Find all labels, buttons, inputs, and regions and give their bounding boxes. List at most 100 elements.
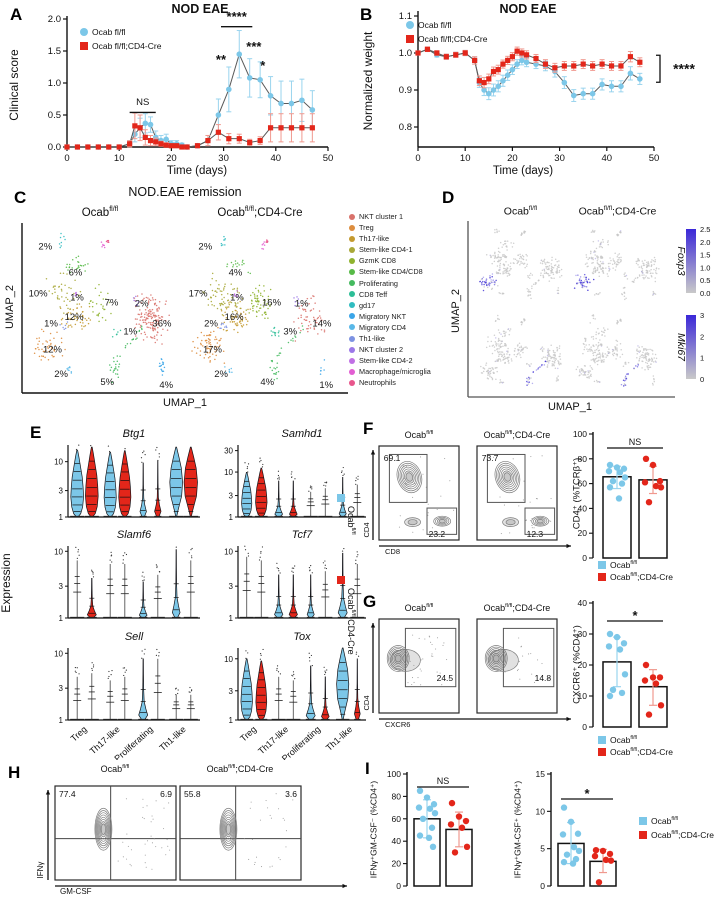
legend-swatch-blue	[80, 28, 88, 36]
svg-text:IFNγ: IFNγ	[36, 862, 45, 879]
cluster-legend-item: Stem-like CD4-2	[349, 355, 431, 366]
flow-title-ocab: Ocabfl/fl	[100, 764, 130, 774]
svg-text:10: 10	[224, 547, 233, 556]
svg-text:1.0: 1.0	[399, 48, 412, 59]
svg-text:Th1-like: Th1-like	[324, 724, 354, 753]
svg-text:GM-CSF: GM-CSF	[60, 887, 92, 896]
cluster-color-dot	[349, 246, 355, 253]
panel-f: 69.1 23.2 73.7 12.3 CD4 CD8 0 20 40 60 80 100 NS F O…	[355, 418, 715, 585]
cluster-color-dot	[349, 235, 355, 242]
svg-text:****: ****	[227, 9, 248, 24]
svg-text:Samhd1: Samhd1	[282, 428, 323, 440]
flow-cd4-cd8: 69.1 23.2 73.7 12.3 CD4 CD8 0 20 40 60 80 100 NS	[362, 429, 668, 563]
svg-text:1: 1	[229, 614, 234, 623]
panel-g-bar-ylabel: CXCR6⁺ (%CD4⁺)	[571, 625, 583, 704]
svg-text:100: 100	[573, 429, 587, 439]
svg-text:10: 10	[224, 655, 233, 664]
svg-text:3: 3	[229, 492, 234, 501]
cluster-legend-item: CD8 Teff	[349, 289, 431, 300]
cluster-legend-item: Macrophage/microglia	[349, 366, 431, 377]
svg-text:1: 1	[229, 716, 234, 725]
panel-f-label: F	[363, 419, 374, 438]
cluster-legend-item: gd17	[349, 300, 431, 311]
svg-text:10: 10	[114, 153, 125, 164]
legend-item-ocab: Ocab fl/fl	[80, 27, 126, 37]
svg-text:2%: 2%	[54, 369, 68, 380]
panel-e-label: E	[30, 423, 42, 442]
svg-text:30: 30	[218, 153, 229, 164]
cluster-color-dot	[349, 313, 355, 320]
panel-g: 24.5 14.8 CD4 CXCR6 0 10 20 30 40 * G Ocabfl/fl O…	[355, 585, 715, 760]
panel-a-xlabel: Time (days)	[166, 165, 228, 177]
umap-plot: 2%4%17% 1%16%16% 1%14%2%3%17%2%4% 1%	[189, 235, 334, 391]
svg-text:0: 0	[540, 881, 545, 891]
svg-text:0: 0	[64, 153, 69, 164]
violin-plots: Btg1 1 3 10 Samhd1 1 3 10 30 Slamf6 1 3 10 Tcf7 1 3 10 Se…	[54, 428, 366, 760]
panel-i-label: I	[365, 759, 370, 778]
svg-text:77.4: 77.4	[59, 789, 76, 799]
svg-text:1: 1	[59, 513, 64, 522]
flow-title-cre: Ocabfl/fl;CD4-Cre	[483, 603, 551, 613]
panel-b-title: NOD EAE	[499, 2, 557, 16]
svg-text:Th1-like: Th1-like	[157, 724, 187, 753]
svg-text:23.2: 23.2	[429, 529, 446, 539]
panel-d-label: D	[442, 188, 455, 207]
svg-text:Mki67: Mki67	[675, 333, 687, 362]
flow-ifng-gmcsf: 77.4 6.9 55.8 3.6 IFNγ GM-CSF	[36, 785, 347, 896]
umap-plot	[573, 229, 660, 301]
legend-item-cre: Ocabfl/fl;CD4-Cre	[639, 830, 714, 840]
legend-swatch-red	[598, 573, 606, 581]
svg-text:30: 30	[578, 629, 588, 639]
legend-label: Ocabfl/fl;CD4-Cre	[651, 830, 714, 840]
svg-text:1: 1	[229, 513, 234, 522]
svg-text:Sell: Sell	[125, 631, 144, 643]
svg-text:12.3: 12.3	[527, 529, 544, 539]
svg-text:3: 3	[229, 582, 234, 591]
panel-c: 2% 6% 10% 1% 12% 7% 2% 36% 1% 1% 12% 2% 5% 4% 2% 4% 17% 1…	[0, 185, 445, 418]
legend-label: Ocabfl/fl	[651, 816, 679, 826]
legend-label: Ocab fl/fl;CD4-Cre	[418, 34, 488, 44]
umap-plot	[575, 314, 658, 387]
svg-text:2%: 2%	[214, 369, 228, 380]
flow-title-ocab: Ocabfl/fl	[404, 603, 434, 613]
group-title-ocab: Ocabfl/fl	[503, 205, 538, 218]
legend-label: Ocab fl/fl;CD4-Cre	[92, 41, 162, 51]
svg-text:1%: 1%	[123, 327, 137, 338]
svg-text:**: **	[216, 52, 227, 67]
umap-plot: 2%6%10% 1%12%7% 2%36%1%1%12%2%5% 4%	[29, 232, 174, 391]
svg-text:Tcf7: Tcf7	[292, 529, 313, 541]
cluster-legend-item: Migratory CD4	[349, 322, 431, 333]
panel-d: 2.5 2.0 1.5 1.0 0.5 0.0 Foxp3 3 2 1 0 Mki67 D Ocabf…	[430, 185, 715, 418]
svg-text:Tox: Tox	[293, 631, 311, 643]
legend-swatch-red	[406, 35, 414, 43]
svg-text:0: 0	[396, 881, 401, 891]
svg-text:CD4: CD4	[362, 695, 371, 710]
svg-text:10: 10	[224, 468, 233, 477]
svg-text:17%: 17%	[203, 345, 223, 356]
svg-text:2.5: 2.5	[700, 225, 710, 234]
legend-swatch-red	[598, 748, 606, 756]
cluster-legend-item: Stem-like CD4/CD8	[349, 266, 431, 277]
cluster-legend-item: NKT cluster 2	[349, 344, 431, 355]
svg-text:4%: 4%	[260, 377, 274, 388]
svg-text:20: 20	[578, 660, 588, 670]
bar-chart: 0 20 40 60 80 100 NS	[573, 429, 668, 563]
cluster-legend-item: Proliferating	[349, 278, 431, 289]
panel-a-ylabel: Clinical score	[7, 49, 21, 121]
cluster-color-dot	[349, 324, 355, 331]
svg-text:Treg: Treg	[69, 724, 89, 744]
svg-text:73.7: 73.7	[482, 453, 499, 463]
panel-b-xlabel: Time (days)	[492, 165, 554, 177]
legend-item-cre: Ocabfl/fl;CD4-Cre	[598, 747, 673, 757]
legend-item-ocab: Ocab fl/fl	[406, 20, 452, 30]
svg-text:80: 80	[392, 791, 402, 801]
flow-cd4-cxcr6: 24.5 14.8 CD4 CXCR6 0 10 20 30 40 *	[362, 598, 668, 732]
panel-e: Btg1 1 3 10 Samhd1 1 3 10 30 Slamf6 1 3 10 Tcf7 1 3 10 Se…	[0, 418, 378, 760]
violin-subplot: Slamf6 1 3 10	[54, 529, 200, 623]
bar-chart: 0 20 40 60 80 100 NS	[387, 769, 473, 891]
svg-text:10: 10	[536, 806, 546, 816]
svg-text:1.5: 1.5	[700, 251, 710, 260]
svg-text:NS: NS	[437, 776, 450, 786]
svg-text:2%: 2%	[135, 298, 149, 309]
svg-text:0.0: 0.0	[48, 142, 61, 153]
